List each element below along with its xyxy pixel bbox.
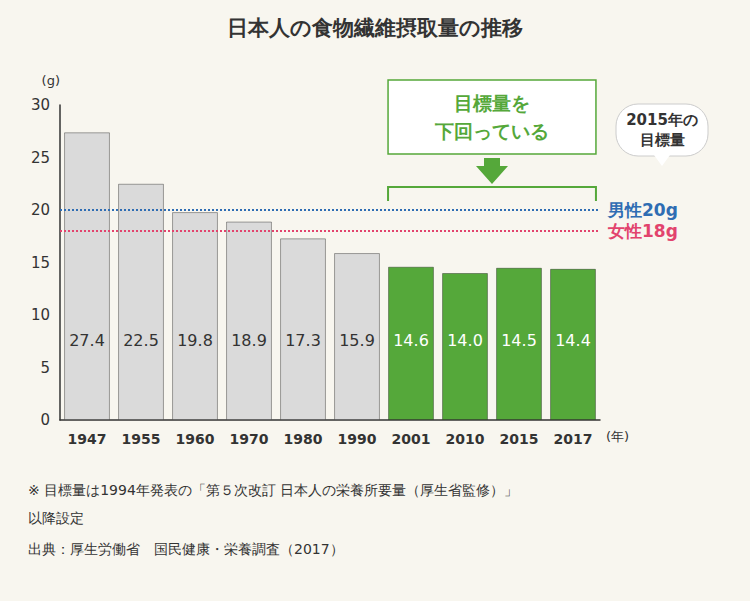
svg-text:※ 目標量は1994年発表の「第５次改訂 日本人の栄養所要量: ※ 目標量は1994年発表の「第５次改訂 日本人の栄養所要量（厚生省監修）」 [28,482,518,498]
svg-text:2015: 2015 [500,431,539,447]
svg-text:1990: 1990 [338,431,377,447]
svg-text:下回っている: 下回っている [434,120,549,142]
svg-text:15: 15 [31,254,50,272]
svg-text:2015年の: 2015年の [626,111,698,129]
svg-text:30: 30 [31,96,50,114]
svg-text:14.4: 14.4 [555,331,591,350]
svg-text:25: 25 [31,149,50,167]
svg-text:目標量: 目標量 [640,131,685,149]
svg-text:22.5: 22.5 [123,331,159,350]
svg-text:19.8: 19.8 [177,331,213,350]
svg-text:出典：厚生労働省 国民健康・栄養調査（2017）: 出典：厚生労働省 国民健康・栄養調査（2017） [28,541,344,557]
svg-text:男性20g: 男性20g [607,200,678,220]
svg-text:2001: 2001 [392,431,431,447]
svg-text:女性18g: 女性18g [607,221,678,241]
svg-text:2010: 2010 [446,431,485,447]
svg-text:27.4: 27.4 [69,331,105,350]
svg-text:1980: 1980 [284,431,323,447]
svg-text:1970: 1970 [230,431,269,447]
svg-text:18.9: 18.9 [231,331,267,350]
svg-text:14.5: 14.5 [501,331,537,350]
svg-text:5: 5 [40,359,50,377]
svg-text:20: 20 [31,201,50,219]
svg-text:(年): (年) [606,429,629,444]
svg-text:2017: 2017 [554,431,593,447]
svg-text:以降設定: 以降設定 [28,510,84,526]
svg-text:0: 0 [40,411,50,429]
svg-text:10: 10 [31,306,50,324]
svg-text:17.3: 17.3 [285,331,321,350]
svg-text:日本人の食物繊維摂取量の推移: 日本人の食物繊維摂取量の推移 [227,16,523,40]
svg-text:目標量を: 目標量を [454,92,530,114]
svg-text:1960: 1960 [176,431,215,447]
svg-text:1947: 1947 [68,431,107,447]
svg-text:14.0: 14.0 [447,331,483,350]
svg-text:1955: 1955 [122,431,161,447]
svg-text:15.9: 15.9 [339,331,375,350]
svg-text:14.6: 14.6 [393,331,429,350]
svg-text:(g): (g) [42,73,60,88]
